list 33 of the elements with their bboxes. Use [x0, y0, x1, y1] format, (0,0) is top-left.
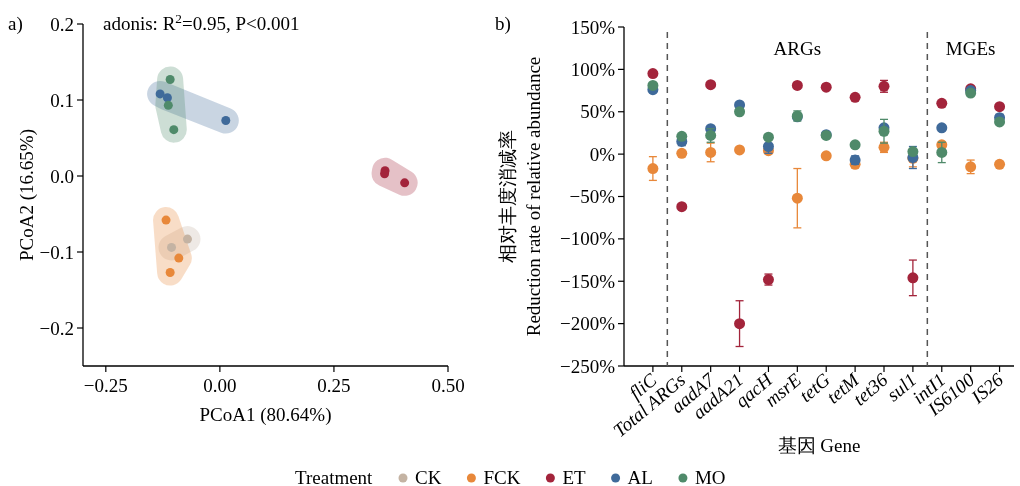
y-tick-label: 150%: [570, 16, 616, 38]
y-tick-label: 50%: [580, 101, 616, 123]
y-tick-label: 0%: [589, 143, 616, 165]
legend-label: ET: [562, 467, 586, 486]
y-tick-label: −0.1: [39, 241, 74, 263]
annotation: adonis: R$^{2}$=0.95, P<0.001: [103, 10, 300, 34]
x-tick-label: 0.50: [431, 375, 465, 396]
y-axis-title: PCoA2 (16.65%): [16, 129, 38, 261]
annotation: MGEs: [945, 38, 996, 59]
legend-label: MO: [694, 467, 726, 486]
x-tick-label: −0.25: [83, 375, 128, 396]
x-axis-title: PCoA1 (80.64%): [199, 404, 332, 426]
legend-label: CK: [415, 467, 442, 486]
y-tick-label: −100%: [559, 228, 616, 250]
y-tick-label: 0.1: [50, 89, 74, 111]
x-axis-title: 基因 Gene: [777, 435, 861, 456]
text: a): [8, 13, 23, 35]
y-tick-label: 0.2: [50, 13, 74, 35]
text: b): [495, 13, 511, 35]
y-axis-title: 相对丰度消减率 Reduction rate of relative abundance: [497, 56, 544, 337]
annotation: ARGs: [773, 38, 822, 59]
y-tick-label: −0.2: [39, 317, 74, 339]
legend-label: FCK: [483, 467, 521, 486]
legend-label: AL: [627, 467, 653, 486]
y-tick-label: −200%: [559, 313, 616, 335]
legend-title: Treatment: [295, 467, 374, 486]
y-tick-label: −250%: [559, 355, 616, 377]
x-tick-label: 0.25: [317, 375, 351, 396]
y-tick-label: 100%: [570, 58, 616, 80]
y-tick-label: −50%: [569, 186, 616, 207]
y-tick-label: −150%: [559, 270, 616, 292]
x-tick-label: 0.00: [203, 375, 237, 396]
y-tick-label: 0.0: [50, 165, 74, 187]
